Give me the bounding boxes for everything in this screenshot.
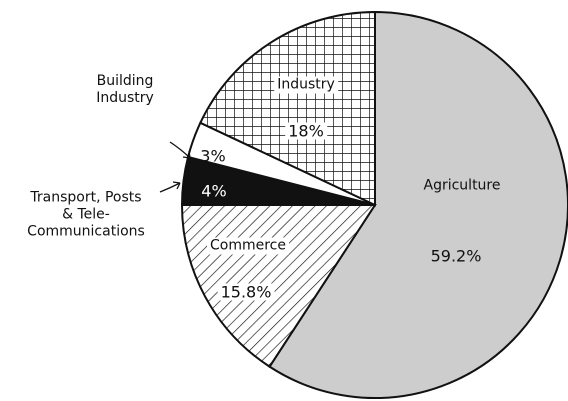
arrow: [169, 141, 191, 159]
value-label: 59.2%: [430, 246, 482, 266]
pie-slice: [268, 10, 568, 399]
slice-label: Commerce: [207, 237, 289, 255]
value-label: 3%: [200, 146, 226, 166]
pie-slice: [199, 10, 376, 207]
slice-label: Building Industry: [96, 73, 154, 106]
value-label: 4%: [201, 181, 227, 201]
arrow: [159, 181, 181, 193]
value-label: 18%: [285, 122, 327, 140]
slice-label: Industry: [274, 76, 338, 94]
slice-label: Transport, Posts & Tele- Communications: [27, 189, 145, 240]
slice-label: Agriculture: [423, 177, 501, 194]
value-label: 15.8%: [217, 283, 275, 301]
